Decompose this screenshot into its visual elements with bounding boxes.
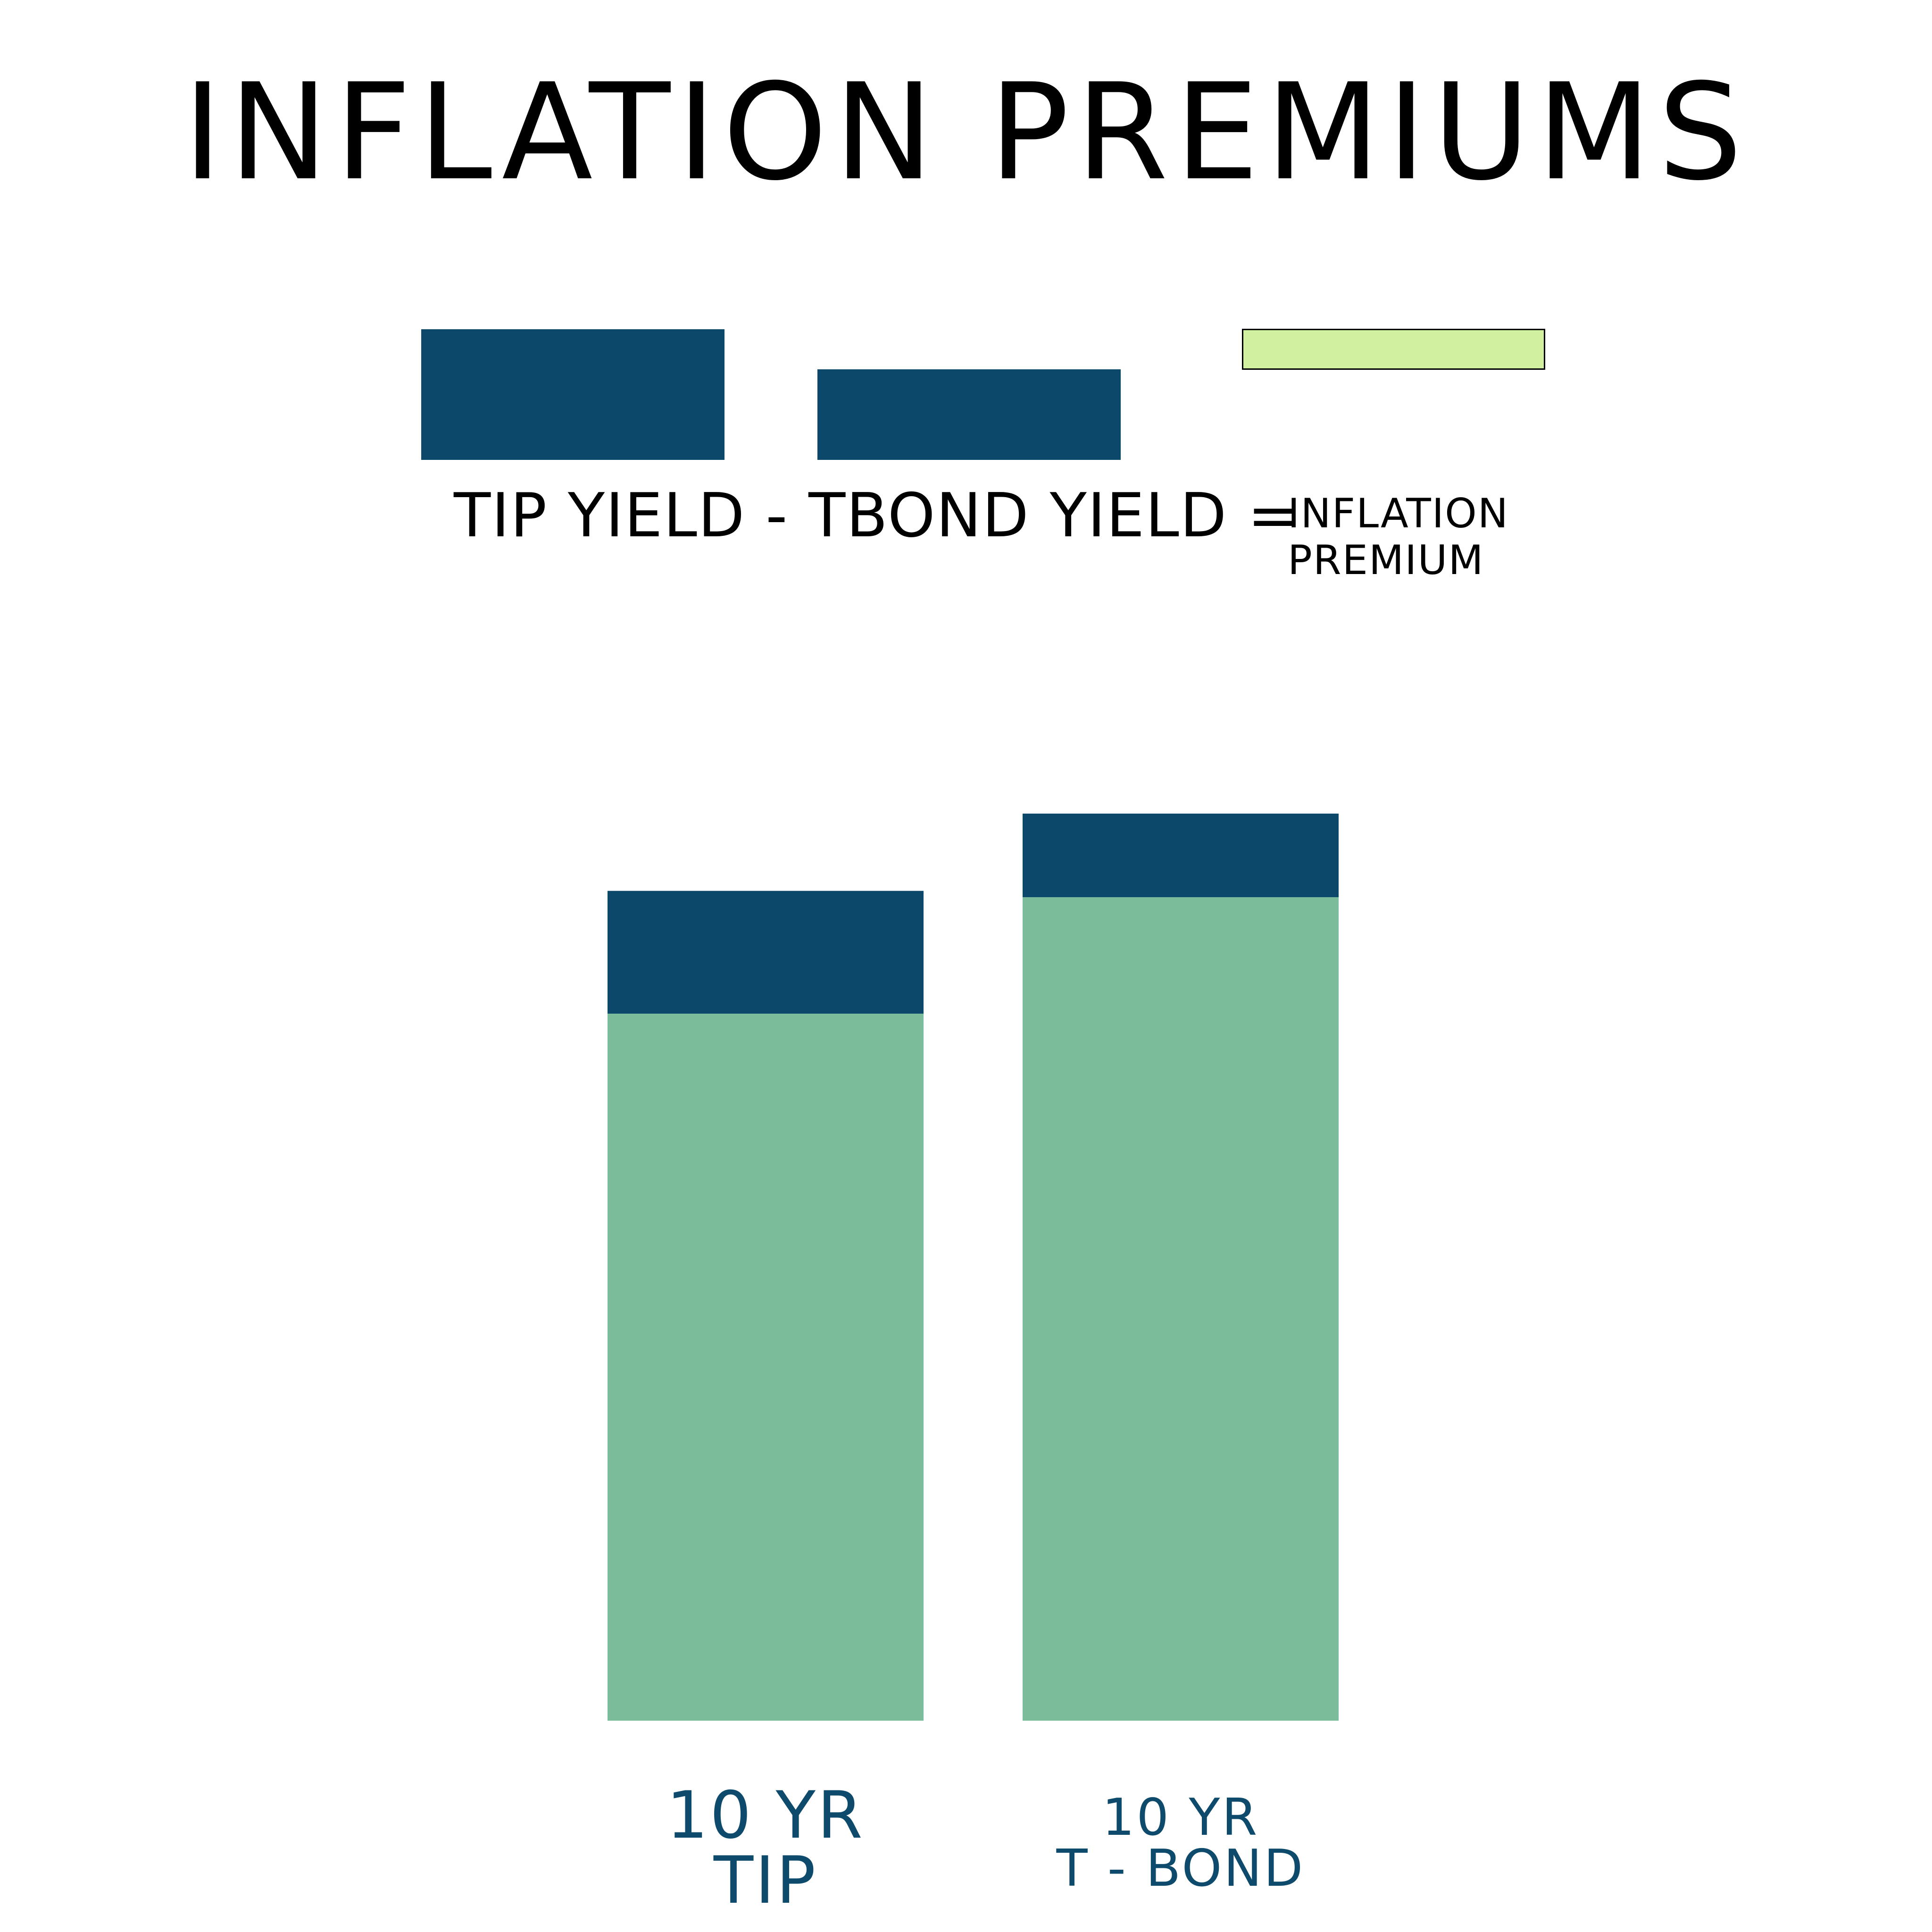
premium-label-line1: INFLATION — [1288, 490, 1509, 537]
x-label-tip-line2: TIP — [713, 1842, 818, 1918]
bar-1-segment-1 — [1023, 813, 1339, 898]
x-label-tip-line1: 10 YR — [666, 1777, 865, 1853]
legend-swatch-tip-yield — [421, 329, 724, 460]
bar-0-segment-1 — [608, 891, 924, 1014]
x-label-tip: 10 YR TIP — [608, 1783, 924, 1913]
x-label-tbond-line2: T - BOND — [1056, 1839, 1305, 1898]
page-title: INFLATION PREMIUMS — [183, 55, 1749, 210]
bar-1-segment-0 — [1023, 897, 1339, 1721]
inflation-premium-label: INFLATION PREMIUM — [1288, 491, 1509, 584]
legend-swatch-inflation-premium — [1242, 329, 1545, 370]
x-label-tbond-line1: 10 YR — [1102, 1788, 1259, 1847]
legend-swatch-tbond-yield — [817, 369, 1121, 460]
x-label-tbond: 10 YR T - BOND — [1023, 1792, 1339, 1894]
bar-0-segment-0 — [608, 1014, 924, 1721]
premium-label-line2: PREMIUM — [1288, 536, 1484, 584]
yield-equation: TIP YIELD - TBOND YIELD = — [454, 481, 1299, 551]
